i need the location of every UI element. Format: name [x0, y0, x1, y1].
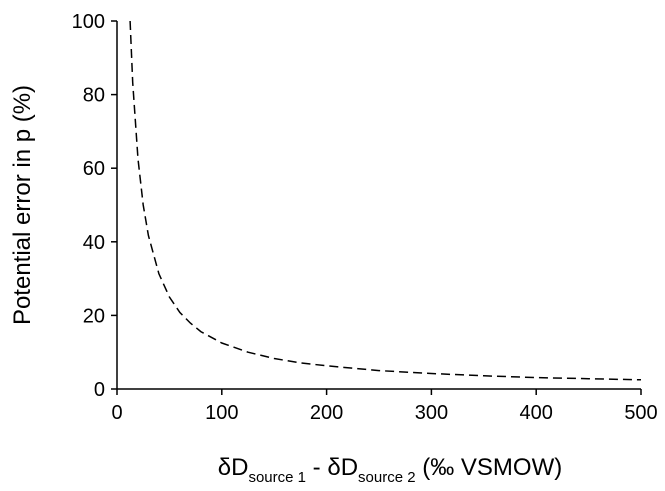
y-tick-label: 60: [83, 158, 105, 180]
y-axis-title: Potential error in p (%): [9, 85, 36, 325]
x-tick-label: 0: [111, 402, 122, 424]
y-axis-ticks: 0 20 40 60 80 100: [72, 11, 117, 401]
x-axis-title: δDsource 1 - δDsource 2 (‰ VSMOW): [218, 454, 562, 486]
x-tick-label: 500: [624, 402, 657, 424]
error-curve-line: [129, 20, 642, 381]
x-tick-label: 300: [415, 402, 448, 424]
y-tick-label: 0: [94, 379, 105, 401]
x-axis-title-sub1: source 1: [248, 469, 306, 486]
x-tick-label: 400: [520, 402, 553, 424]
y-tick-label: 100: [72, 11, 105, 33]
y-tick-label: 20: [83, 305, 105, 327]
x-axis-title-middle: - δD: [306, 454, 358, 481]
x-axis-ticks: 0 100 200 300 400 500: [111, 389, 658, 424]
x-axis-title-prefix: δD: [218, 454, 249, 481]
y-tick-label: 80: [83, 85, 105, 107]
x-tick-label: 200: [310, 402, 343, 424]
y-tick-label: 40: [83, 232, 105, 254]
x-axis-title-suffix: (‰ VSMOW): [416, 454, 563, 481]
x-axis-title-sub2: source 2: [358, 469, 416, 486]
x-tick-label: 100: [205, 402, 238, 424]
